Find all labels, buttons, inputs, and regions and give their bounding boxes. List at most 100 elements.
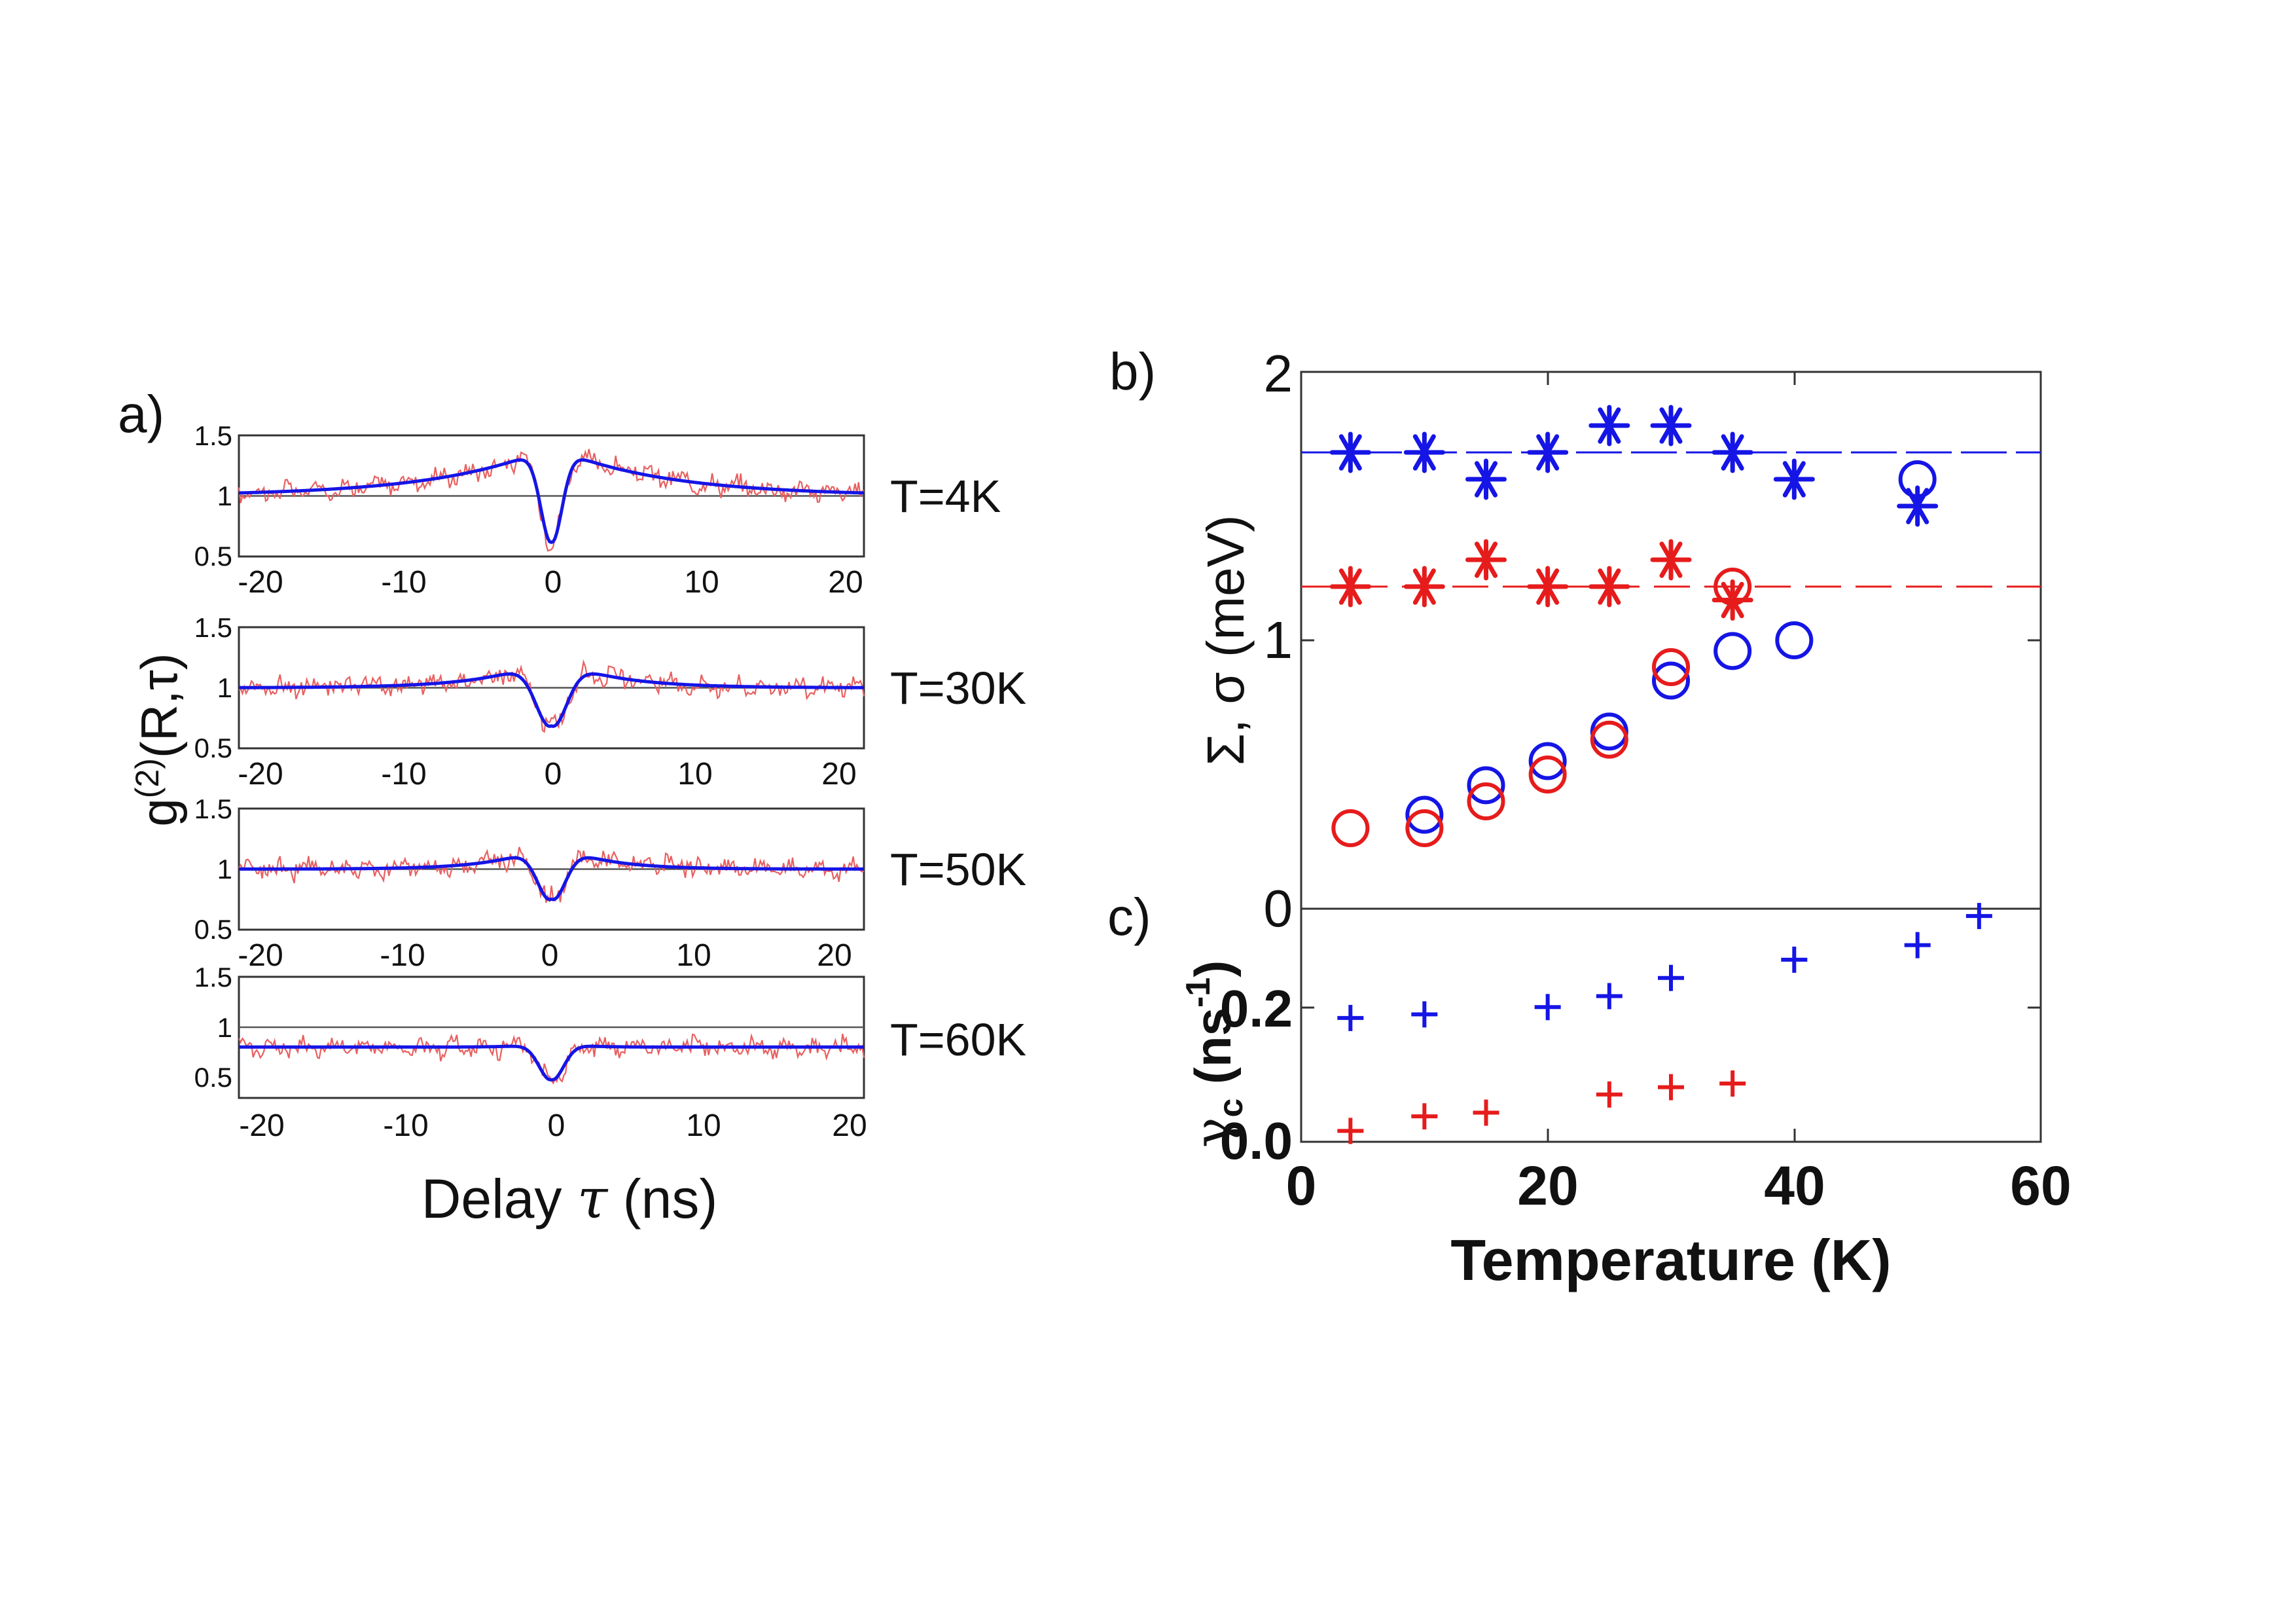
panel-c-xticks: 0 20 40 60 — [1286, 1155, 2072, 1216]
star-marker — [1588, 405, 1630, 447]
plus-marker — [1337, 1004, 1364, 1031]
ytick-label: 0.5 — [194, 733, 232, 763]
circle-marker — [1590, 712, 1628, 751]
circle-marker — [1898, 460, 1937, 498]
subplot-curves — [238, 847, 865, 903]
star-marker — [1650, 405, 1692, 447]
panel-b-ylabel: Σ, σ (meV) — [1196, 515, 1255, 765]
subplot-frame — [238, 976, 865, 1099]
star-marker — [1527, 431, 1569, 473]
circle-marker — [1775, 621, 1814, 659]
ytick-label: 1.5 — [194, 612, 232, 643]
star-marker — [1403, 566, 1445, 608]
panel-c-frame — [1300, 907, 2042, 1143]
plus-marker — [1473, 1099, 1499, 1126]
plus-marker — [1596, 983, 1623, 1010]
star-marker — [1712, 431, 1753, 473]
panel-b: b) 2 1 0 Σ, σ (meV) — [1109, 342, 2042, 938]
xtick-label: -10 — [381, 565, 426, 600]
ytick-label: 0.5 — [194, 914, 232, 945]
ytick-label: 1 — [217, 672, 232, 703]
ytick-label: 2 — [1264, 344, 1293, 403]
temp-label-30k: T=30K — [890, 663, 1026, 714]
star-marker — [1465, 539, 1507, 581]
circle-marker — [1405, 795, 1444, 834]
xtick-labels: -20 -10 0 10 20 — [238, 565, 863, 600]
ytick-label: 1.5 — [194, 793, 232, 824]
star-marker — [1465, 458, 1507, 500]
ytick-label: 1 — [217, 481, 232, 511]
xtick-label: 0 — [1286, 1155, 1317, 1216]
noisy-data-line — [238, 448, 865, 552]
circle-marker — [1652, 661, 1690, 700]
star-marker — [1329, 566, 1371, 608]
ytick-label: 0.5 — [194, 1062, 232, 1093]
xtick-label: 0 — [545, 565, 562, 600]
star-marker — [1712, 579, 1753, 621]
plus-marker — [1965, 903, 1992, 930]
star-marker — [1527, 566, 1569, 608]
ytick-label: 0.2 — [1220, 979, 1293, 1038]
panel-c: c) 0.2 0.0 0 20 40 60 Temperature (K) γc… — [1107, 888, 2072, 1292]
xtick-label: 20 — [828, 565, 863, 600]
star-marker — [1329, 431, 1371, 473]
xtick-label: 10 — [677, 757, 712, 792]
xtick-labels: -20 -10 0 10 20 — [238, 938, 852, 973]
ytick-label: 0.0 — [1220, 1112, 1293, 1170]
ytick-label: 1.5 — [194, 962, 232, 993]
plus-marker — [1534, 994, 1561, 1021]
plus-marker — [1658, 1074, 1684, 1101]
fit-line — [239, 856, 864, 902]
xtick-label: -20 — [238, 757, 283, 792]
star-marker — [1773, 458, 1815, 500]
panel-c-xlabel: Temperature (K) — [1450, 1228, 1891, 1292]
circle-marker — [1713, 568, 1752, 606]
panel-a-xlabel: Delay τ (ns) — [422, 1167, 718, 1231]
circle-marker — [1405, 809, 1444, 847]
plus-marker — [1411, 1103, 1438, 1130]
subplot-curves — [238, 448, 865, 552]
xtick-label: 0 — [541, 938, 559, 973]
panel-a: a) g(2)(R,τ) Delay τ (ns) 1.5 1 0.5 -20 … — [118, 385, 1026, 1231]
panel-b-markers — [1329, 405, 1939, 847]
panel-c-markers — [1337, 903, 1992, 1144]
subplot-4k: 1.5 1 0.5 -20 -10 0 10 20 T=4K — [194, 420, 1001, 600]
fit-line — [238, 672, 865, 728]
xtick-label: 40 — [1764, 1155, 1825, 1216]
panel-c-ylabel: γc (ns-1) — [1179, 960, 1250, 1148]
star-marker — [1403, 431, 1445, 473]
xtick-label: 10 — [686, 1108, 721, 1143]
circle-marker — [1528, 756, 1567, 793]
star-marker — [1897, 485, 1939, 527]
xtick-label: 20 — [821, 757, 856, 792]
fit-line — [239, 458, 864, 544]
xtick-label: 0 — [545, 757, 562, 792]
noisy-data-line — [238, 659, 865, 733]
xtick-label: -20 — [239, 1108, 284, 1143]
xtick-label: -10 — [380, 938, 425, 973]
xtick-label: 20 — [832, 1108, 867, 1143]
xtick-label: 10 — [676, 938, 711, 973]
circle-marker — [1528, 742, 1567, 780]
subplot-50k: 1.5 1 0.5 -20 -10 0 10 20 T=50K — [194, 793, 1027, 973]
plus-marker — [1781, 946, 1808, 973]
xtick-label: 10 — [684, 565, 719, 600]
xtick-label: 60 — [2010, 1155, 2071, 1216]
xtick-labels: -20 -10 0 10 20 — [238, 757, 856, 792]
fit-line — [239, 1044, 864, 1082]
plus-marker — [1411, 1001, 1438, 1028]
panel-b-ticks — [1301, 372, 2041, 642]
circle-marker — [1652, 648, 1690, 686]
ytick-label: 0 — [1264, 879, 1293, 938]
xtick-label: -20 — [238, 938, 283, 973]
temp-label-60k: T=60K — [890, 1014, 1026, 1065]
ytick-label: 0.5 — [194, 541, 232, 572]
xtick-label: -10 — [383, 1108, 428, 1143]
temp-label-4k: T=4K — [890, 471, 1001, 522]
panel-a-ylabel: g(2)(R,τ) — [129, 653, 188, 826]
panel-b-label: b) — [1109, 342, 1156, 401]
xtick-label: -20 — [238, 565, 283, 600]
xtick-labels: -20 -10 0 10 20 — [239, 1108, 867, 1143]
ytick-label: 1 — [1264, 611, 1293, 669]
